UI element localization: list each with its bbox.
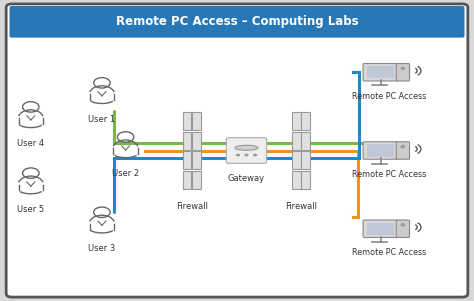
Circle shape: [401, 145, 405, 148]
FancyBboxPatch shape: [363, 142, 398, 159]
FancyBboxPatch shape: [292, 112, 301, 130]
FancyBboxPatch shape: [227, 138, 266, 163]
FancyBboxPatch shape: [301, 171, 310, 189]
Text: Remote PC Access: Remote PC Access: [352, 248, 426, 257]
FancyBboxPatch shape: [6, 4, 468, 297]
Text: Gateway: Gateway: [228, 174, 265, 183]
Ellipse shape: [235, 145, 258, 150]
FancyBboxPatch shape: [292, 171, 301, 189]
FancyBboxPatch shape: [183, 171, 191, 189]
FancyBboxPatch shape: [183, 132, 191, 150]
Text: User 3: User 3: [88, 244, 116, 253]
FancyBboxPatch shape: [367, 223, 394, 235]
FancyBboxPatch shape: [292, 151, 301, 169]
Text: User 2: User 2: [112, 169, 139, 178]
FancyBboxPatch shape: [363, 64, 398, 81]
FancyBboxPatch shape: [183, 151, 191, 169]
FancyBboxPatch shape: [367, 144, 394, 157]
Circle shape: [401, 224, 405, 226]
FancyBboxPatch shape: [367, 66, 394, 78]
Circle shape: [253, 154, 257, 157]
FancyBboxPatch shape: [192, 151, 201, 169]
FancyBboxPatch shape: [396, 64, 410, 81]
FancyBboxPatch shape: [301, 112, 310, 130]
Text: User 4: User 4: [17, 139, 45, 148]
FancyBboxPatch shape: [363, 220, 398, 237]
FancyBboxPatch shape: [9, 6, 465, 38]
FancyBboxPatch shape: [192, 132, 201, 150]
Text: User 5: User 5: [17, 205, 45, 214]
FancyBboxPatch shape: [192, 171, 201, 189]
FancyBboxPatch shape: [292, 132, 301, 150]
FancyBboxPatch shape: [396, 220, 410, 237]
Text: Remote PC Access: Remote PC Access: [352, 92, 426, 101]
Circle shape: [245, 154, 248, 157]
FancyBboxPatch shape: [301, 151, 310, 169]
Circle shape: [401, 67, 405, 70]
Circle shape: [236, 154, 240, 157]
FancyBboxPatch shape: [396, 142, 410, 159]
Text: Remote PC Access: Remote PC Access: [352, 170, 426, 179]
Text: Remote PC Access – Computing Labs: Remote PC Access – Computing Labs: [116, 15, 358, 28]
Text: Firewall: Firewall: [176, 202, 208, 211]
FancyBboxPatch shape: [192, 112, 201, 130]
FancyBboxPatch shape: [183, 112, 191, 130]
Text: Firewall: Firewall: [285, 202, 317, 211]
Text: User 1: User 1: [88, 115, 116, 124]
FancyBboxPatch shape: [301, 132, 310, 150]
